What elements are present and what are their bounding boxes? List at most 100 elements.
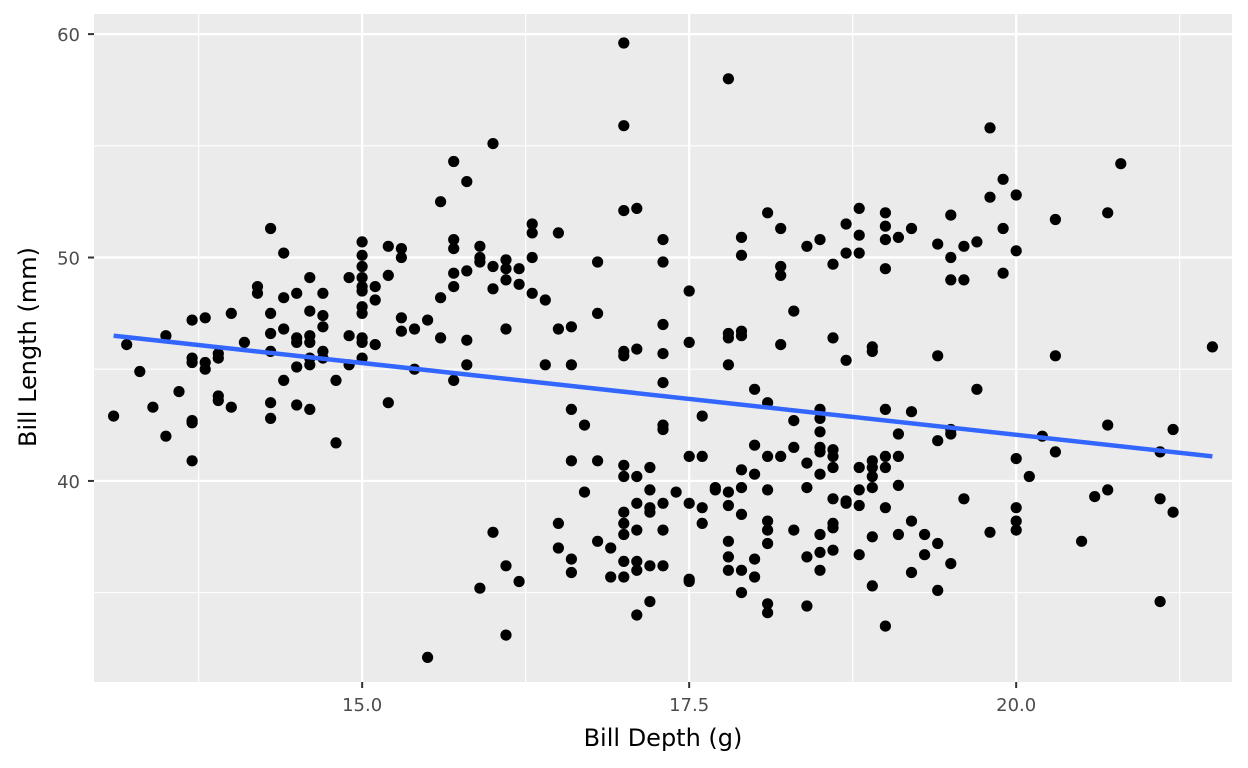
data-point xyxy=(474,240,486,252)
data-point xyxy=(827,461,839,474)
data-point xyxy=(788,305,800,317)
data-point xyxy=(814,564,826,576)
data-point xyxy=(278,292,290,304)
data-point xyxy=(526,218,538,230)
data-point xyxy=(801,482,813,494)
x-tick-label: 20.0 xyxy=(996,695,1036,716)
data-point xyxy=(592,455,604,467)
data-point xyxy=(853,229,865,241)
data-point xyxy=(134,365,146,378)
data-point xyxy=(853,202,865,214)
data-point xyxy=(631,609,643,621)
data-point xyxy=(265,397,277,409)
data-point xyxy=(984,191,996,203)
data-point xyxy=(657,348,669,360)
data-point xyxy=(801,551,813,563)
data-point xyxy=(500,254,512,266)
data-point xyxy=(435,196,447,208)
data-point xyxy=(356,260,368,273)
data-point xyxy=(500,629,512,641)
data-point xyxy=(618,528,630,541)
data-point xyxy=(565,455,578,467)
data-point xyxy=(448,243,460,255)
data-point xyxy=(160,330,172,342)
data-point xyxy=(539,294,551,306)
data-point xyxy=(461,265,473,277)
data-point xyxy=(801,240,813,252)
data-point xyxy=(775,339,787,351)
data-point xyxy=(683,336,695,348)
data-point xyxy=(265,307,277,319)
data-point xyxy=(762,207,774,219)
data-point xyxy=(945,209,957,221)
x-tick-label: 17.5 xyxy=(669,695,709,716)
data-point xyxy=(879,403,892,415)
data-point xyxy=(814,426,826,438)
data-point xyxy=(657,377,669,389)
data-point xyxy=(749,383,761,395)
data-point xyxy=(356,272,368,284)
data-point xyxy=(1089,491,1101,503)
data-point xyxy=(775,260,787,273)
data-point xyxy=(958,493,970,505)
data-point xyxy=(853,484,865,496)
data-point xyxy=(513,263,525,275)
data-point xyxy=(670,486,682,498)
data-point xyxy=(304,305,316,317)
data-point xyxy=(997,173,1009,185)
data-point xyxy=(735,231,748,243)
data-point xyxy=(866,461,878,474)
data-point xyxy=(709,484,721,496)
data-point xyxy=(905,566,918,579)
data-point xyxy=(735,508,748,520)
data-point xyxy=(971,236,983,248)
data-point xyxy=(1010,189,1022,201)
data-point xyxy=(448,267,460,279)
data-point xyxy=(526,251,538,264)
data-point xyxy=(683,497,695,509)
data-point xyxy=(474,582,486,594)
data-point xyxy=(1206,341,1218,353)
data-point xyxy=(853,461,865,474)
data-point xyxy=(199,363,211,375)
data-point xyxy=(1102,207,1114,219)
data-point xyxy=(565,321,578,333)
data-point xyxy=(1010,453,1022,465)
data-point xyxy=(552,323,565,335)
data-point xyxy=(866,482,878,494)
data-point xyxy=(775,269,787,281)
data-point xyxy=(147,401,159,413)
data-point xyxy=(121,339,133,351)
data-point xyxy=(853,549,865,561)
data-point xyxy=(186,356,198,369)
data-point xyxy=(605,542,617,554)
data-point xyxy=(932,238,944,250)
data-point xyxy=(304,272,316,284)
data-point xyxy=(330,437,342,449)
data-point xyxy=(631,555,643,568)
data-point xyxy=(487,260,499,273)
data-point xyxy=(840,497,852,509)
x-axis: 15.0 17.5 20.0 xyxy=(342,682,1036,716)
data-point xyxy=(1023,470,1035,483)
data-point xyxy=(722,551,735,563)
data-point xyxy=(565,403,578,415)
data-point xyxy=(840,354,852,366)
data-point xyxy=(1154,596,1166,608)
data-point xyxy=(866,470,878,483)
data-point xyxy=(696,450,708,462)
data-point xyxy=(435,292,447,304)
data-point xyxy=(565,566,578,579)
data-point xyxy=(945,558,957,570)
data-point xyxy=(696,410,708,422)
data-point xyxy=(644,596,656,608)
data-point xyxy=(971,383,983,395)
plot-panel xyxy=(94,14,1232,682)
data-point xyxy=(631,564,643,576)
data-point xyxy=(722,359,735,371)
data-point xyxy=(448,374,460,386)
data-point xyxy=(853,247,865,259)
data-point xyxy=(984,122,996,134)
data-point xyxy=(448,281,460,293)
